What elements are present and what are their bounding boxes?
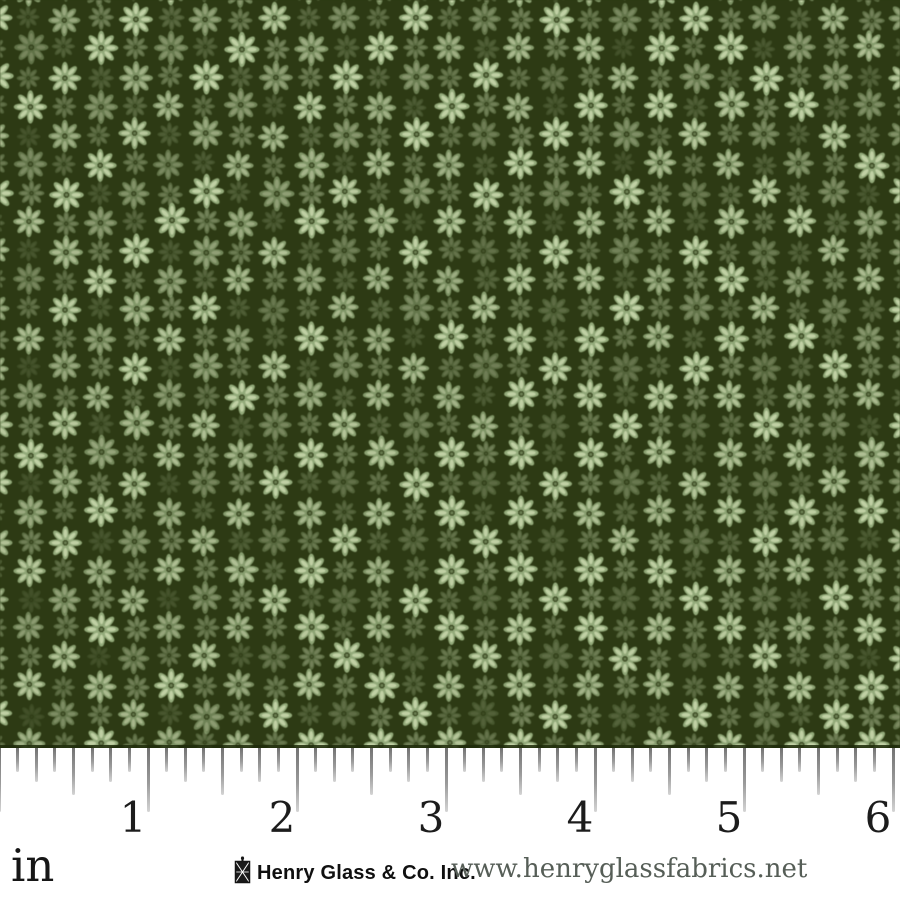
ruler-tick <box>612 748 616 772</box>
ruler-tick <box>314 748 318 772</box>
ruler-tick <box>835 748 839 772</box>
ruler-tick <box>798 748 802 772</box>
inch-ruler: 1 2 3 4 5 6 <box>0 748 900 900</box>
website-url: www.henryglassfabrics.net <box>451 854 808 884</box>
ruler-tick <box>258 748 262 782</box>
ruler-tick <box>668 748 671 795</box>
ruler-tick <box>127 748 131 772</box>
ruler-tick <box>630 748 634 782</box>
ruler-tick <box>0 748 1 812</box>
ruler-tick <box>705 748 709 782</box>
ruler-tick <box>53 748 57 772</box>
ruler-tick <box>165 748 169 772</box>
ruler-number: 5 <box>715 793 743 842</box>
ruler-tick <box>90 748 94 772</box>
ruler-tick <box>574 748 578 772</box>
ruler-number: 2 <box>268 793 296 842</box>
ruler-number: 1 <box>119 793 147 842</box>
ruler-tick <box>537 748 541 772</box>
ruler-tick <box>370 748 373 795</box>
ruler-tick <box>388 748 392 772</box>
ruler-tick <box>519 748 522 795</box>
ruler-tick <box>891 748 895 812</box>
ruler-number: 6 <box>864 793 892 842</box>
ruler-tick <box>239 748 243 772</box>
ruler-tick <box>109 748 113 782</box>
fabric-swatch <box>0 0 900 748</box>
ruler-tick <box>556 748 560 782</box>
ruler-tick <box>686 748 690 772</box>
ruler-tick <box>72 748 75 795</box>
ruler-tick <box>444 748 448 812</box>
ruler-tick <box>183 748 187 782</box>
fabric-pattern-svg <box>0 0 900 748</box>
ruler-tick <box>500 748 504 772</box>
ruler-tick <box>872 748 876 772</box>
ruler-tick <box>649 748 653 772</box>
ruler-tick <box>332 748 336 782</box>
ruler-tick <box>463 748 467 772</box>
ruler-unit-label: in <box>11 839 55 892</box>
ruler-tick <box>854 748 858 782</box>
ruler-tick <box>779 748 783 782</box>
ruler-tick <box>723 748 727 772</box>
ruler-tick <box>146 748 150 812</box>
ruler-tick <box>276 748 280 772</box>
ruler-tick <box>761 748 765 772</box>
ruler-tick <box>351 748 355 772</box>
brand-name: Henry Glass & Co. Inc. <box>257 862 476 884</box>
henry-glass-lantern-logo-icon <box>234 856 251 884</box>
ruler-tick <box>593 748 597 812</box>
fabric-cut-edge <box>0 745 900 748</box>
footer-brand: Henry Glass & Co. Inc. <box>233 856 476 888</box>
ruler-tick <box>817 748 820 795</box>
ruler-tick <box>407 748 411 782</box>
ruler-number: 3 <box>417 793 445 842</box>
ruler-tick <box>16 748 20 772</box>
ruler-tick <box>425 748 429 772</box>
ruler-tick <box>221 748 224 795</box>
ruler-tick <box>742 748 746 812</box>
ruler-tick <box>202 748 206 772</box>
ruler-tick <box>34 748 38 782</box>
ruler-tick <box>295 748 299 812</box>
ruler-number: 4 <box>566 793 594 842</box>
ruler-tick <box>481 748 485 782</box>
